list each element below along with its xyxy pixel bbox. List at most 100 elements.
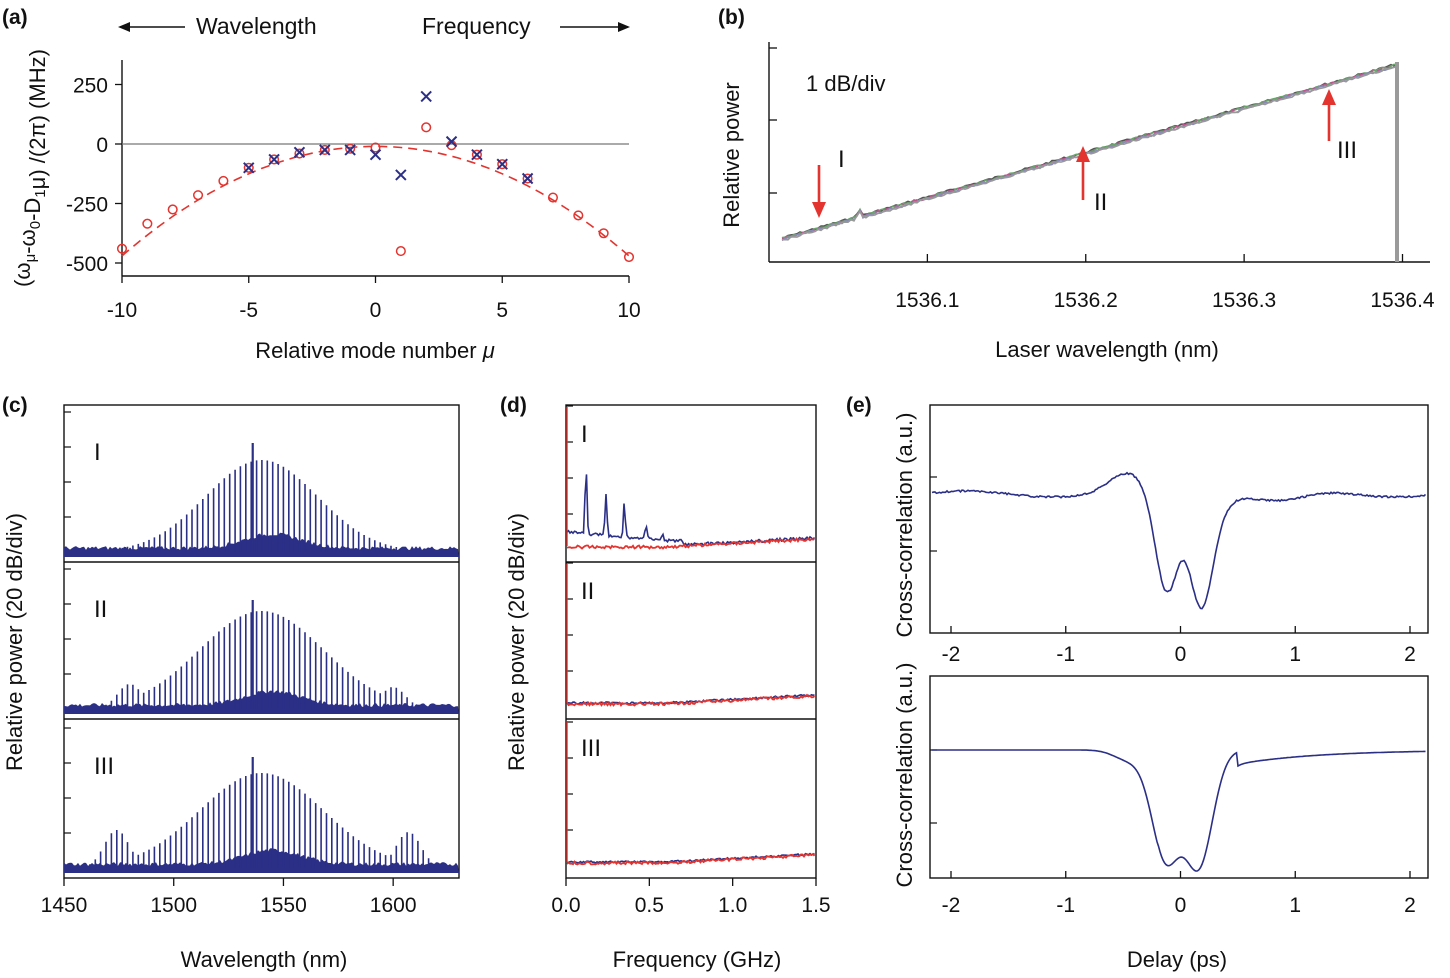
subpanel-label-2: II bbox=[94, 596, 107, 623]
x-tick-label: 1600 bbox=[370, 894, 417, 917]
y-tick-label: -250 bbox=[66, 194, 108, 217]
blue-trace bbox=[566, 474, 816, 548]
data-point-cross bbox=[445, 135, 458, 148]
data-point-cross bbox=[471, 149, 483, 161]
arrow-II-head bbox=[1076, 146, 1090, 162]
data-point-circle bbox=[218, 175, 229, 186]
panel-label-b: (b) bbox=[718, 6, 745, 29]
x-tick-label: -2 bbox=[942, 894, 961, 917]
x-tick-label: 1.5 bbox=[801, 894, 830, 917]
data-point-circle bbox=[547, 192, 559, 203]
data-point-cross bbox=[395, 169, 407, 181]
data-point-circle bbox=[623, 251, 635, 263]
comb-lines bbox=[99, 611, 424, 709]
x-tick-label: -1 bbox=[1056, 894, 1075, 917]
cross-correlation-bottom bbox=[932, 749, 1426, 872]
y-title-part: μ bbox=[22, 254, 39, 263]
frame-top bbox=[929, 404, 1429, 634]
cross-correlation-top bbox=[931, 471, 1427, 610]
marker-I: I bbox=[838, 146, 845, 173]
x-axis-title: Delay (ps) bbox=[1127, 947, 1227, 972]
data-point-circle bbox=[243, 162, 254, 173]
marker-II: II bbox=[1094, 189, 1107, 216]
data-point-circle bbox=[193, 190, 204, 201]
data-point-cross bbox=[496, 158, 508, 170]
x-tick-label: 1550 bbox=[260, 894, 307, 917]
data-point-circle bbox=[167, 204, 178, 215]
x-tick-label: 0 bbox=[1175, 643, 1187, 666]
panel-label-d: (d) bbox=[500, 394, 527, 417]
y-title-part: 1 bbox=[32, 189, 49, 197]
y-axis-title-bottom: Cross-correlation (a.u.) bbox=[892, 663, 917, 888]
subpanel-label-2: II bbox=[581, 578, 594, 605]
y-axis-title: Relative power bbox=[719, 82, 744, 228]
data-point-circle bbox=[471, 149, 482, 160]
mu-symbol: μ bbox=[482, 338, 495, 363]
x-tick-label: 1.0 bbox=[718, 894, 747, 917]
panel-label-e: (e) bbox=[846, 394, 872, 417]
marker-III: III bbox=[1337, 137, 1357, 164]
arrow-III-head bbox=[1322, 89, 1336, 105]
panel-b: (b) 1536.1 1536.2 1536.3 1536.4 Laser wavelen… bbox=[718, 6, 1435, 362]
red-trace bbox=[566, 852, 816, 866]
data-point-circle bbox=[116, 243, 128, 254]
x-tick-label: 2 bbox=[1404, 643, 1416, 666]
data-point-cross bbox=[521, 172, 534, 185]
data-point-cross bbox=[243, 162, 255, 174]
data-point-cross bbox=[268, 153, 280, 166]
scale-annotation: 1 dB/div bbox=[806, 71, 886, 96]
data-point-cross bbox=[369, 149, 382, 161]
y-title-part: 0 bbox=[27, 221, 44, 229]
x-tick-label: 1536.2 bbox=[1054, 289, 1118, 312]
y-title-part: μ) /(2π) (MHz) bbox=[25, 49, 50, 189]
subpanel-label-3: III bbox=[581, 735, 601, 762]
data-point-circle bbox=[522, 173, 533, 184]
data-point-cross bbox=[344, 144, 356, 156]
x-tick-label: 1500 bbox=[150, 894, 197, 917]
frequency-arrowhead bbox=[618, 22, 630, 32]
x-tick-label: 0 bbox=[1175, 894, 1187, 917]
data-point-circle bbox=[345, 143, 356, 154]
arrow-I-head bbox=[812, 202, 826, 218]
data-point-circle bbox=[142, 218, 153, 229]
data-point-circle bbox=[497, 159, 508, 170]
panel-d: (d) 0.0 0.5 1.0 1.5 Frequency (GHz) Relative p… bbox=[500, 394, 831, 972]
data-point-circle bbox=[395, 246, 406, 257]
x-tick-label: 1450 bbox=[41, 894, 88, 917]
x-axis-title: Wavelength (nm) bbox=[181, 947, 348, 972]
red-trace bbox=[566, 693, 816, 707]
frame bbox=[565, 404, 817, 879]
y-title-part: -D bbox=[20, 198, 45, 221]
x-tick-label: 0 bbox=[370, 299, 382, 322]
data-point-cross bbox=[319, 144, 331, 156]
x-tick-label: 10 bbox=[617, 299, 640, 322]
x-tick-label: 0.0 bbox=[551, 894, 580, 917]
data-point-cross bbox=[293, 146, 306, 159]
x-tick-label: 5 bbox=[496, 299, 508, 322]
data-point-circle bbox=[598, 228, 609, 239]
blue-trace bbox=[566, 852, 815, 864]
x-tick-label: 0.5 bbox=[635, 894, 664, 917]
frame bbox=[63, 404, 460, 879]
panel-label-a: (a) bbox=[2, 6, 28, 29]
red-trace bbox=[566, 536, 815, 550]
x-tick-label: 1536.3 bbox=[1212, 289, 1276, 312]
wavelength-label: Wavelength bbox=[196, 13, 317, 39]
y-title-part: -ω bbox=[15, 229, 40, 254]
y-axis-title: Relative power (20 dB/div) bbox=[504, 513, 529, 771]
comb-lines bbox=[116, 460, 408, 552]
data-point-cross bbox=[420, 90, 432, 103]
x-tick-label: -5 bbox=[239, 299, 258, 322]
panel-e: (e) -2 -2 -1 -1 0 0 1 1 2 2 Delay (ps) Cross-correla… bbox=[846, 394, 1429, 972]
blue-trace bbox=[566, 693, 815, 706]
panel-label-c: (c) bbox=[2, 394, 28, 417]
y-tick-label: 0 bbox=[96, 134, 108, 157]
subpanel-label-3: III bbox=[94, 753, 114, 780]
data-point-circle bbox=[421, 122, 432, 133]
y-tick-label: -500 bbox=[66, 253, 108, 276]
x-tick-label: 1536.4 bbox=[1370, 289, 1435, 312]
wavelength-arrowhead bbox=[118, 22, 130, 32]
frequency-label: Frequency bbox=[422, 13, 531, 39]
x-tick-label: 1 bbox=[1289, 643, 1301, 666]
